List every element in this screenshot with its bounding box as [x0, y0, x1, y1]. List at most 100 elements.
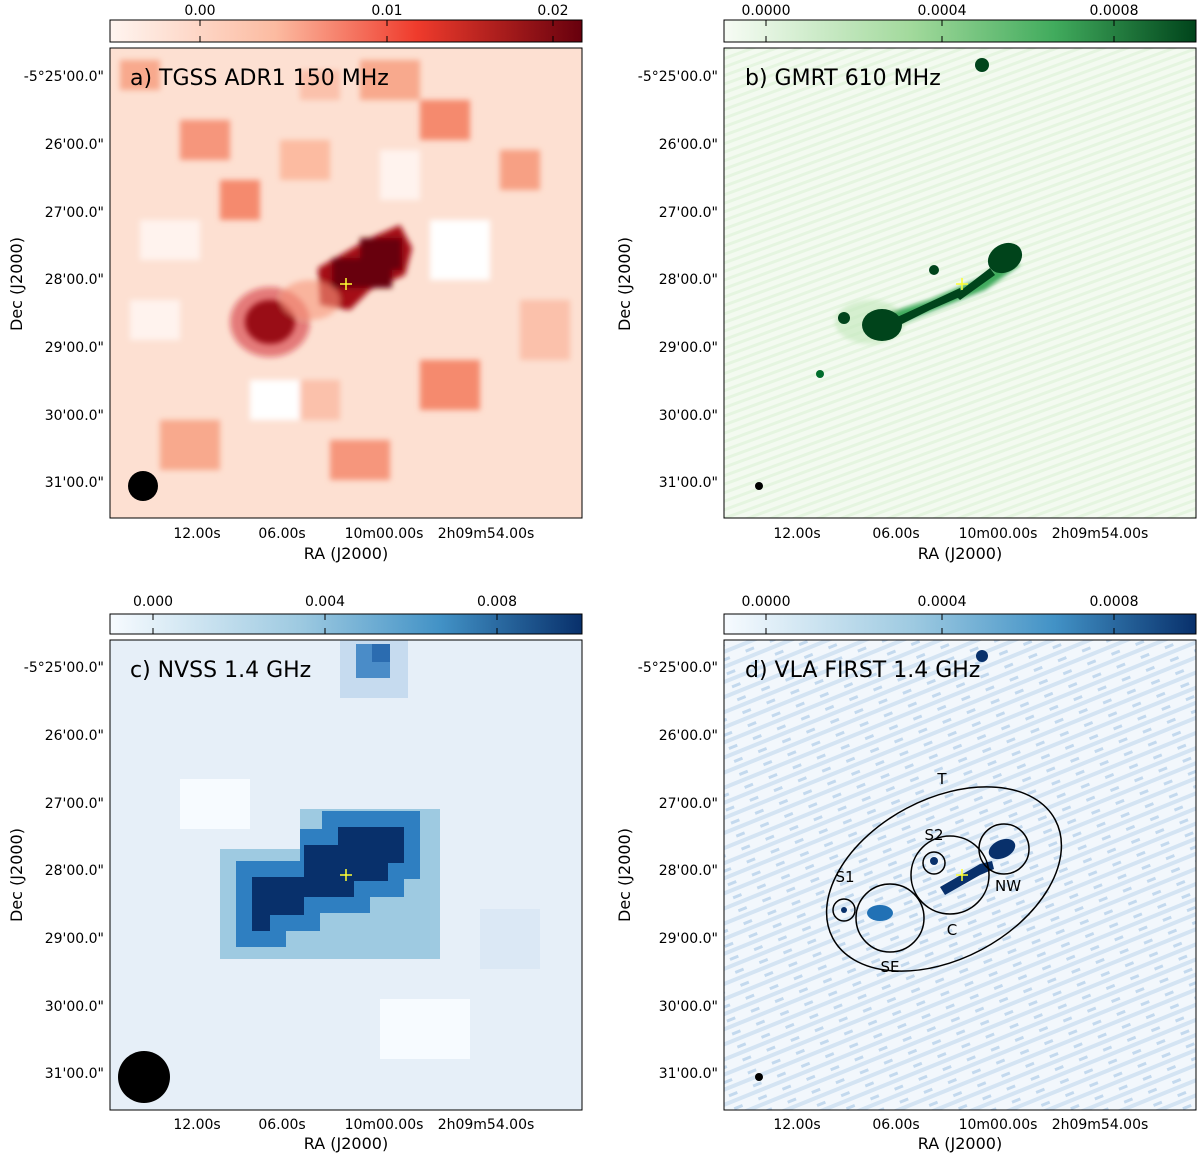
colorbar-a	[109, 19, 583, 43]
source-blob	[862, 309, 902, 341]
region-label: S2	[924, 826, 943, 844]
x-axis-label: RA (J2000)	[304, 544, 388, 563]
colorbar-tick-label: 0.0000	[742, 594, 791, 610]
image-a	[110, 48, 582, 518]
region-label: SE	[881, 958, 900, 976]
ra-ticks-d: 12.00s 06.00s 10m00.00s 2h09m54.00s	[773, 1117, 1148, 1133]
colorbar-tick-label: 0.02	[537, 3, 568, 19]
source-blob	[976, 650, 988, 662]
beam-a	[128, 471, 158, 501]
ra-tick-label: 10m00.00s	[959, 526, 1038, 542]
dec-tick-label: 31'00.0"	[45, 1066, 104, 1082]
ra-tick-label: 2h09m54.00s	[438, 526, 535, 542]
dec-tick-label: 26'00.0"	[45, 137, 104, 153]
colorbar-ticks-d	[765, 614, 1115, 634]
source-blob	[975, 58, 989, 72]
dec-tick-label: 27'00.0"	[45, 205, 104, 221]
source-blob	[838, 312, 850, 324]
colorbar-d	[723, 613, 1197, 635]
ra-tick-label: 10m00.00s	[345, 526, 424, 542]
dec-ticks-b: -5°25'00.0" 26'00.0" 27'00.0" 28'00.0" 2…	[638, 69, 718, 491]
source-jet	[895, 288, 962, 326]
colorbar-tick-label: 0.000	[133, 594, 173, 610]
source-blob	[988, 838, 1016, 860]
ra-tick-label: 2h09m54.00s	[1052, 526, 1149, 542]
source-blob	[867, 905, 893, 921]
colorbar-tick-label: 0.0008	[1090, 594, 1139, 610]
dec-tick-label: 26'00.0"	[659, 137, 718, 153]
beam-b	[755, 482, 763, 490]
frame-c	[109, 639, 583, 1111]
colorbar-tick-label: 0.01	[371, 3, 402, 19]
region-C	[910, 835, 990, 915]
region-outlines	[825, 786, 1063, 972]
beam-c	[118, 1051, 170, 1103]
source-blob	[930, 857, 938, 865]
source-marker-c	[340, 869, 352, 881]
dec-tick-label: -5°25'00.0"	[638, 660, 718, 676]
panel-title-b: b) GMRT 610 MHz	[745, 66, 941, 91]
beam-d	[755, 1073, 763, 1081]
source-marker-d	[956, 869, 968, 881]
panel-d: 0.0000 0.0004 0.0008 T S2 S1 NW C SE d) …	[600, 579, 1200, 1162]
ra-tick-label: 2h09m54.00s	[1052, 1117, 1149, 1133]
ra-ticks-a: 12.00s 06.00s 10m00.00s 2h09m54.00s	[173, 526, 534, 542]
colorbar-ticks-b	[765, 20, 1115, 42]
ra-tick-label: 10m00.00s	[959, 1117, 1038, 1133]
x-axis-label: RA (J2000)	[918, 1134, 1002, 1153]
ra-tick-label: 12.00s	[773, 1117, 820, 1133]
region-label: T	[936, 770, 947, 788]
dec-tick-label: 31'00.0"	[45, 475, 104, 491]
panel-title-d: d) VLA FIRST 1.4 GHz	[745, 658, 980, 683]
ra-tick-label: 06.00s	[258, 1117, 305, 1133]
region-SE	[855, 883, 925, 953]
dec-tick-label: 31'00.0"	[659, 475, 718, 491]
frame-a	[109, 47, 583, 519]
dec-tick-label: -5°25'00.0"	[24, 660, 104, 676]
ra-tick-label: 06.00s	[258, 526, 305, 542]
source-marker-a	[340, 278, 352, 290]
dec-tick-label: 27'00.0"	[659, 796, 718, 812]
dec-tick-label: 28'00.0"	[659, 272, 718, 288]
dec-tick-label: 28'00.0"	[45, 863, 104, 879]
dec-tick-label: 29'00.0"	[659, 340, 718, 356]
dec-tick-label: 29'00.0"	[45, 931, 104, 947]
colorbar-tick-label: 0.0008	[1090, 3, 1139, 19]
source-blob	[929, 265, 939, 275]
panel-a: 0.00 0.01 0.02	[0, 0, 600, 583]
region-S1	[832, 898, 856, 922]
colorbar-b	[723, 19, 1197, 43]
ra-tick-label: 12.00s	[773, 526, 820, 542]
panel-title-a: a) TGSS ADR1 150 MHz	[130, 66, 389, 91]
panel-d-svg: 0.0000 0.0004 0.0008 T S2 S1 NW C SE d) …	[615, 594, 1197, 1153]
ra-ticks-c: 12.00s 06.00s 10m00.00s 2h09m54.00s	[173, 1117, 534, 1133]
colorbar-tick-label: 0.0004	[918, 3, 967, 19]
region-label: C	[947, 921, 957, 939]
region-label: S1	[835, 868, 854, 886]
dec-tick-label: 28'00.0"	[45, 272, 104, 288]
frame-b	[723, 47, 1197, 519]
colorbar-ticks-c	[152, 614, 498, 634]
ra-tick-label: 06.00s	[872, 1117, 919, 1133]
dec-tick-label: 30'00.0"	[45, 999, 104, 1015]
source-marker-b	[956, 278, 968, 290]
region-T	[825, 786, 1063, 972]
x-axis-label: RA (J2000)	[304, 1134, 388, 1153]
panel-b-svg: 0.0000 0.0004 0.0008 b) GMRT 610 MHz -5°…	[615, 3, 1197, 563]
dec-tick-label: 30'00.0"	[659, 999, 718, 1015]
dec-tick-label: 27'00.0"	[659, 205, 718, 221]
colorbar-tick-label: 0.0004	[918, 594, 967, 610]
panel-a-svg: 0.00 0.01 0.02	[7, 3, 583, 563]
panel-c-svg: 0.000 0.004 0.008 c) NVSS 1.4 GHz -5°25'…	[7, 594, 583, 1153]
dec-ticks-a: -5°25'00.0" 26'00.0" 27'00.0" 28'00.0" 2…	[24, 69, 104, 491]
dec-tick-label: 29'00.0"	[659, 931, 718, 947]
source-jet	[940, 861, 994, 895]
panel-title-c: c) NVSS 1.4 GHz	[130, 658, 311, 683]
dec-tick-label: 26'00.0"	[659, 728, 718, 744]
dec-ticks-c: -5°25'00.0" 26'00.0" 27'00.0" 28'00.0" 2…	[24, 660, 104, 1082]
colorbar-tick-label: 0.008	[477, 594, 517, 610]
y-axis-label: Dec (J2000)	[615, 237, 634, 331]
frame-d	[723, 639, 1197, 1111]
dec-tick-label: 31'00.0"	[659, 1066, 718, 1082]
image-b	[724, 48, 1196, 518]
